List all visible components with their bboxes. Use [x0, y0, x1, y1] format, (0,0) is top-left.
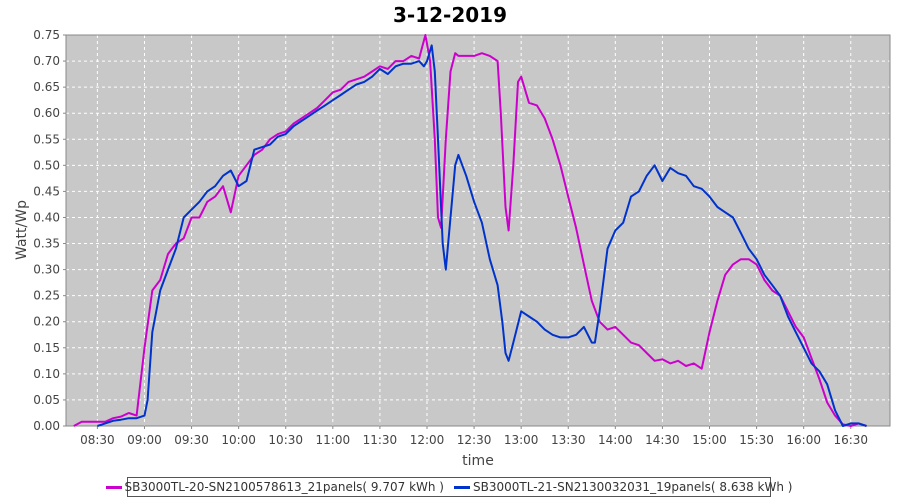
- series-line-2: [97, 44, 867, 427]
- x-tick-label-15: 16:00: [786, 433, 821, 447]
- x-tick-label-6: 11:30: [363, 433, 398, 447]
- y-tick-label-10: 0.50: [33, 158, 60, 172]
- x-tick-label-8: 12:30: [457, 433, 492, 447]
- x-tick-label-4: 10:30: [268, 433, 303, 447]
- y-tick-label-6: 0.30: [33, 263, 60, 277]
- x-tick-label-7: 12:00: [410, 433, 445, 447]
- x-tick-label-14: 15:30: [739, 433, 774, 447]
- y-tick-label-7: 0.35: [33, 237, 60, 251]
- legend-item-1: SB3000TL-20-SN2100578613_21panels( 9.707…: [105, 480, 444, 494]
- y-tick-label-4: 0.20: [33, 315, 60, 329]
- legend-swatch-2: [454, 485, 470, 489]
- legend-swatch-1: [105, 485, 122, 489]
- y-axis-title: Watt/Wp: [14, 200, 30, 260]
- x-tick-label-12: 14:30: [645, 433, 680, 447]
- y-tick-label-11: 0.55: [33, 132, 60, 146]
- x-tick-label-10: 13:30: [551, 433, 586, 447]
- y-tick-label-9: 0.45: [33, 184, 60, 198]
- x-tick-label-5: 11:00: [316, 433, 351, 447]
- y-tick-label-13: 0.65: [33, 80, 60, 94]
- y-axis-title-group: Watt/Wp: [14, 200, 30, 260]
- legend: SB3000TL-20-SN2100578613_21panels( 9.707…: [105, 477, 792, 497]
- x-tick-label-11: 14:00: [598, 433, 633, 447]
- plot-frame: [65, 34, 891, 427]
- x-tick-label-16: 16:30: [833, 433, 868, 447]
- plot-background: [66, 35, 890, 426]
- y-tick-label-2: 0.10: [33, 367, 60, 381]
- x-tick-label-3: 10:00: [221, 433, 256, 447]
- x-tick-label-2: 09:30: [174, 433, 209, 447]
- x-tick-label-0: 08:30: [80, 433, 115, 447]
- x-tick-label-1: 09:00: [127, 433, 162, 447]
- y-tick-label-5: 0.25: [33, 289, 60, 303]
- y-tick-label-15: 0.75: [33, 28, 60, 42]
- legend-item-2: SB3000TL-21-SN2130032031_19panels( 8.638…: [454, 480, 792, 494]
- x-tick-label-13: 15:00: [692, 433, 727, 447]
- y-tick-label-3: 0.15: [33, 341, 60, 355]
- chart-title: 3-12-2019: [392, 3, 507, 27]
- legend-label-1: SB3000TL-20-SN2100578613_21panels( 9.707…: [124, 480, 444, 494]
- x-tick-label-9: 13:00: [504, 433, 539, 447]
- y-tick-label-14: 0.70: [33, 54, 60, 68]
- y-tick-label-8: 0.40: [33, 210, 60, 224]
- y-tick-label-0: 0.00: [33, 419, 60, 433]
- legend-label-2: SB3000TL-21-SN2130032031_19panels( 8.638…: [473, 480, 793, 494]
- series-line-1: [73, 34, 867, 427]
- x-axis-title: time: [462, 453, 494, 469]
- y-tick-label-12: 0.60: [33, 106, 60, 120]
- y-tick-label-1: 0.05: [33, 393, 60, 407]
